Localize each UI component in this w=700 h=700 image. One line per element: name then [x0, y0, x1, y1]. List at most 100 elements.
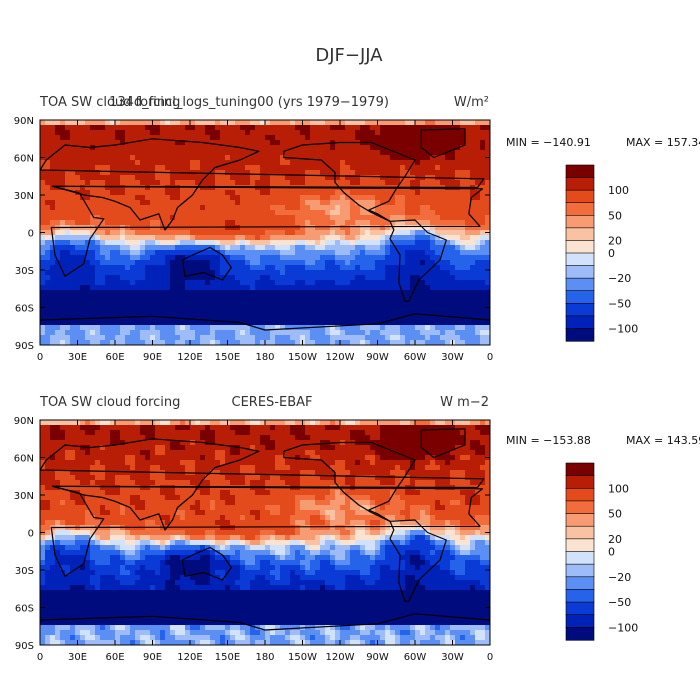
map-cell — [380, 190, 386, 196]
map-cell — [445, 455, 451, 461]
map-cell — [370, 310, 376, 316]
map-cell — [195, 260, 201, 266]
map-cell — [155, 165, 161, 171]
colorbar-label: −100 — [608, 322, 638, 335]
map-plot — [39, 420, 491, 646]
map-cell — [190, 325, 196, 331]
map-cell — [405, 250, 411, 256]
map-cell — [350, 450, 356, 456]
map-cell — [65, 250, 71, 256]
map-cell — [440, 300, 446, 306]
map-cell — [215, 300, 221, 306]
map-cell — [440, 130, 446, 136]
map-cell — [280, 335, 286, 341]
map-cell — [110, 295, 116, 301]
map-cell — [450, 310, 456, 316]
map-cell — [245, 250, 251, 256]
map-cell — [215, 290, 221, 296]
map-cell — [410, 285, 416, 291]
map-cell — [140, 130, 146, 136]
map-cell — [400, 430, 406, 436]
map-cell — [470, 285, 476, 291]
map-cell — [385, 440, 391, 446]
map-cell — [170, 200, 176, 206]
map-cell — [395, 265, 401, 271]
map-cell — [75, 220, 81, 226]
map-cell — [75, 260, 81, 266]
map-cell — [170, 215, 176, 221]
map-cell — [235, 335, 241, 341]
map-cell — [305, 145, 311, 151]
map-cell — [250, 235, 256, 241]
map-cell — [450, 125, 456, 131]
map-cell — [160, 310, 166, 316]
map-cell — [465, 450, 471, 456]
map-cell — [40, 340, 46, 346]
map-cell — [350, 455, 356, 461]
map-cell — [460, 175, 466, 181]
map-cell — [415, 445, 421, 451]
map-cell — [265, 280, 271, 286]
map-cell — [420, 300, 426, 306]
map-cell — [295, 180, 301, 186]
map-cell — [335, 225, 341, 231]
map-cell — [450, 215, 456, 221]
x-tick-label: 180 — [255, 352, 274, 363]
map-cell — [245, 210, 251, 216]
map-cell — [80, 340, 86, 346]
map-cell — [470, 340, 476, 346]
map-cell — [480, 430, 486, 436]
colorbar-swatch — [565, 328, 595, 342]
map-cell — [40, 300, 46, 306]
map-cell — [270, 180, 276, 186]
map-cell — [255, 220, 261, 226]
map-cell — [440, 275, 446, 281]
map-cell — [180, 455, 186, 461]
map-cell — [280, 130, 286, 136]
map-cell — [275, 150, 281, 156]
map-cell — [55, 120, 61, 126]
map-cell — [60, 215, 66, 221]
map-cell — [75, 205, 81, 211]
map-cell — [255, 240, 261, 246]
map-cell — [115, 340, 121, 346]
map-cell — [105, 340, 111, 346]
map-cell — [145, 130, 151, 136]
map-cell — [445, 180, 451, 186]
map-cell — [335, 175, 341, 181]
map-cell — [265, 220, 271, 226]
map-cell — [170, 125, 176, 131]
map-cell — [150, 330, 156, 336]
map-cell — [225, 250, 231, 256]
map-cell — [465, 270, 471, 276]
map-cell — [250, 325, 256, 331]
map-cell — [280, 425, 286, 431]
map-cell — [305, 175, 311, 181]
map-cell — [140, 440, 146, 446]
map-cell — [295, 455, 301, 461]
map-cell — [305, 320, 311, 326]
map-cell — [90, 300, 96, 306]
map-cell — [285, 130, 291, 136]
map-cell — [105, 455, 111, 461]
map-cell — [300, 450, 306, 456]
map-cell — [330, 275, 336, 281]
map-cell — [410, 190, 416, 196]
map-cell — [200, 275, 206, 281]
map-cell — [245, 260, 251, 266]
map-cell — [65, 215, 71, 221]
map-cell — [160, 315, 166, 321]
map-cell — [150, 320, 156, 326]
map-cell — [140, 260, 146, 266]
map-cell — [250, 170, 256, 176]
map-cell — [105, 450, 111, 456]
map-cell — [155, 245, 161, 251]
map-cell — [385, 320, 391, 326]
map-cell — [345, 435, 351, 441]
map-cell — [95, 300, 101, 306]
map-cell — [170, 300, 176, 306]
map-cell — [315, 165, 321, 171]
map-cell — [405, 220, 411, 226]
map-cell — [95, 155, 101, 161]
map-cell — [300, 240, 306, 246]
